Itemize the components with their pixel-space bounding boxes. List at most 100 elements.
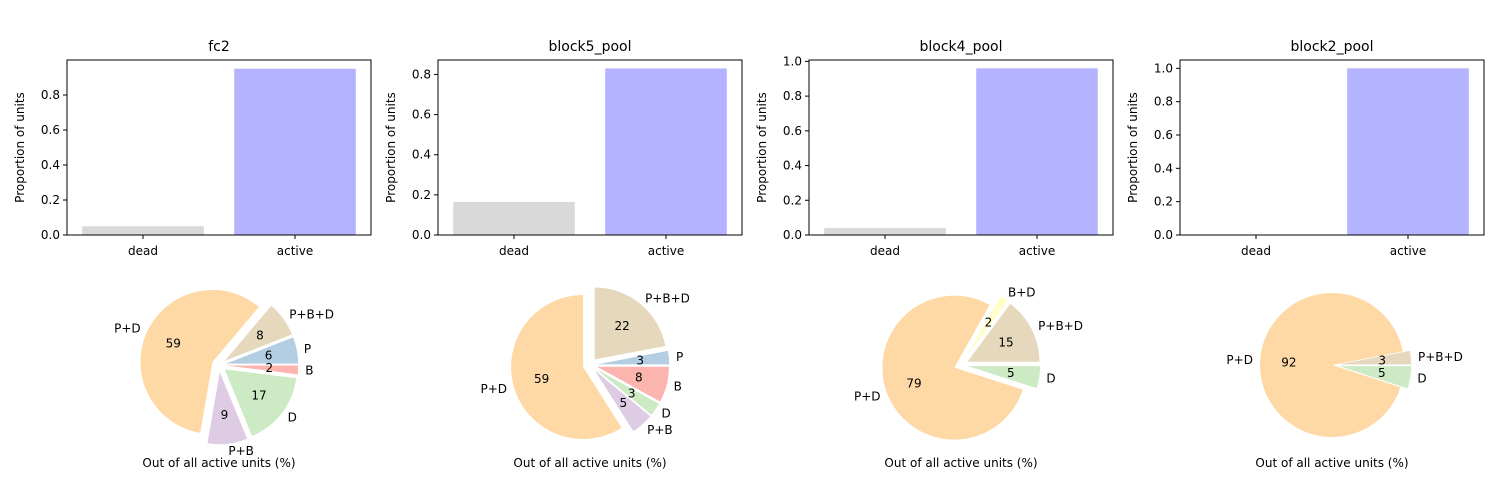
pie-slice-P: [226, 337, 299, 364]
pie-value-label: 59: [166, 337, 181, 351]
pie-slice-P+B: [594, 370, 651, 432]
pie-value-label: 79: [906, 376, 921, 390]
pie-value-label: 5: [620, 396, 628, 410]
pie-slice-P+B: [207, 372, 248, 445]
pie-value-label: 2: [265, 361, 273, 375]
x-tick-label: dead: [499, 244, 529, 258]
pie-category-label: P: [676, 350, 683, 364]
pie-value-label: 3: [1378, 353, 1386, 367]
pie-slice-P+D: [882, 295, 1023, 440]
y-tick-label: 0.2: [1154, 195, 1173, 209]
y-tick-label: 0.8: [783, 89, 802, 103]
bar-dead: [824, 228, 946, 235]
pie-category-label: D: [1417, 372, 1426, 386]
pie-chart-3: 15 P+B+D 2 B+D 79 P+D 5 D Out of all active unit…: [854, 286, 1083, 470]
pie-category-label: B: [305, 363, 313, 377]
pie-value-label: 3: [636, 353, 644, 367]
axes-frame: [437, 59, 743, 236]
pie-slice-B+D: [964, 296, 1008, 359]
pie-slice-D: [1339, 366, 1412, 389]
pie-category-label: D: [1046, 371, 1055, 385]
pie-value-label: 5: [1007, 366, 1015, 380]
y-tick-label: 0.8: [412, 67, 431, 81]
pie-value-label: 6: [265, 349, 273, 363]
bar-active: [976, 68, 1098, 235]
chart-title: block4_pool: [920, 39, 1003, 55]
pie-category-label: D: [661, 407, 670, 421]
y-tick-label: 0.4: [783, 159, 802, 173]
pie-category-label: P+D: [480, 382, 507, 396]
pie-slice-P+D: [140, 289, 259, 433]
y-tick-label: 0.0: [783, 228, 802, 242]
y-tick-label: 0.0: [412, 228, 431, 242]
y-tick-label: 0.6: [1154, 128, 1173, 142]
pie-category-label: P+D: [114, 322, 141, 336]
x-tick-label: dead: [1241, 244, 1271, 258]
x-tick-label: active: [1019, 244, 1055, 258]
bar-active: [605, 68, 727, 236]
y-tick-label: 0.6: [41, 123, 60, 137]
pie-slice-P+B+D: [967, 303, 1040, 362]
pie-value-label: 17: [251, 389, 266, 403]
chart-title: block2_pool: [1291, 39, 1374, 55]
y-tick-label: 0.4: [41, 158, 60, 172]
y-axis-label: Proportion of units: [755, 92, 769, 203]
y-tick-label: 0.6: [783, 124, 802, 138]
pie-category-label: P+B+D: [289, 308, 334, 322]
pie-slice-P+D: [511, 295, 622, 440]
axes-frame: [1179, 59, 1485, 236]
pie-axis-label: Out of all active units (%): [142, 456, 295, 470]
y-tick-label: 1.0: [1154, 61, 1173, 75]
axes-frame: [66, 59, 372, 236]
pie-category-label: P+B+D: [1418, 350, 1463, 364]
y-tick-label: 0.8: [1154, 95, 1173, 109]
y-axis-label: Proportion of units: [1126, 92, 1140, 203]
y-tick-label: 0.6: [412, 108, 431, 122]
pie-slice-B: [596, 366, 669, 402]
pie-value-label: 22: [614, 319, 629, 333]
pie-slice-P: [597, 350, 670, 365]
pie-category-label: B+D: [1008, 286, 1036, 300]
bar-dead: [82, 226, 204, 235]
pie-category-label: P+D: [1226, 353, 1253, 367]
pie-value-label: 9: [221, 408, 229, 422]
bar-chart-1: fc2 dead active 0.0 0.2 0.4 0.6 0.8 Proportion o…: [13, 39, 372, 258]
axes-frame: [808, 59, 1114, 236]
x-tick-label: active: [648, 244, 684, 258]
pie-category-label: P+B+D: [645, 291, 690, 305]
pie-value-label: 15: [998, 335, 1013, 349]
pie-category-label: P+D: [854, 390, 881, 404]
pie-slice-B: [226, 365, 299, 375]
pie-value-label: 3: [628, 386, 636, 400]
chart-title: fc2: [208, 39, 230, 55]
pie-chart-4: 3 P+B+D 92 P+D 5 D Out of all active units (%): [1226, 293, 1463, 470]
bar-active: [1347, 68, 1469, 235]
pie-value-label: 59: [534, 372, 549, 386]
pie-chart-1: 6 P 8 P+B+D 59 P+D 9 P+B 17 D 2 B Out of all active …: [114, 289, 334, 470]
pie-category-label: P: [304, 342, 311, 356]
pie-axis-label: Out of all active units (%): [1255, 456, 1408, 470]
pie-value-label: 8: [256, 329, 264, 343]
y-tick-label: 0.8: [41, 88, 60, 102]
x-tick-label: dead: [128, 244, 158, 258]
y-axis-label: Proportion of units: [13, 92, 27, 203]
pie-slice-P+B+D: [224, 305, 292, 361]
pie-slice-D: [968, 366, 1041, 389]
y-tick-label: 0.2: [783, 193, 802, 207]
pie-category-label: P+B: [228, 444, 254, 458]
pie-category-label: B: [674, 379, 682, 393]
pie-value-label: 5: [1378, 366, 1386, 380]
y-tick-label: 0.2: [41, 193, 60, 207]
pie-value-label: 92: [1281, 355, 1296, 369]
pie-slice-P+B+D: [1339, 350, 1412, 365]
y-tick-label: 0.0: [1154, 228, 1173, 242]
pie-axis-label: Out of all active units (%): [513, 456, 666, 470]
pie-slice-D: [595, 369, 660, 415]
pie-chart-2: 3 P 22 P+B+D 59 P+D 5 P+B 3 D 8 B Out of all active …: [480, 287, 690, 470]
bar-dead: [453, 201, 575, 235]
y-tick-label: 0.2: [412, 188, 431, 202]
